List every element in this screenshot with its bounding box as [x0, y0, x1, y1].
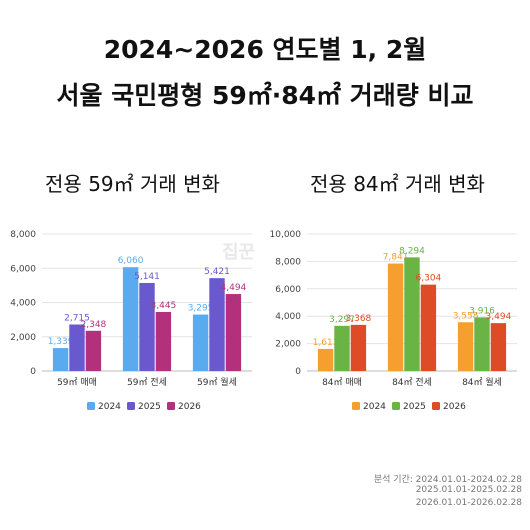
chart59-ytick-label: 4,000	[10, 299, 36, 309]
footnote-period-2024: 분석 기간: 2024.01.01-2024.02.28	[373, 475, 522, 485]
chart84-bar-2025-0	[334, 325, 350, 371]
watermark-logo: 집꾼	[222, 242, 256, 263]
chart84-data-label: 3,494	[486, 312, 512, 322]
chart59-xtick-label: 59㎡ 전세	[127, 377, 167, 388]
chart59-legend-label-2025: 2025	[138, 402, 161, 412]
chart59-bar-2026-0	[85, 330, 102, 371]
page-title-line-2: 서울 국민평형 59㎡·84㎡ 거래량 비교	[56, 81, 474, 110]
page-title-line-1: 2024~2026 연도별 1, 2월	[103, 35, 427, 64]
chart59-data-label: 3,445	[151, 301, 177, 311]
chart84-ytick-label: 10,000	[270, 230, 302, 240]
chart84-ytick-label: 8,000	[275, 257, 301, 267]
chart59-ytick-label: 8,000	[10, 230, 36, 240]
chart59-bar-2025-1	[139, 282, 155, 371]
footnote-period-2025: 2025.01.01-2025.02.28	[415, 485, 522, 495]
chart-title-59: 전용 59㎡ 거래 변화	[45, 172, 220, 196]
chart59-data-label: 3,295	[188, 304, 214, 314]
chart59-data-label: 4,494	[221, 283, 247, 293]
chart84-ytick-label: 4,000	[275, 312, 301, 322]
chart84-bar-2025-1	[404, 257, 420, 371]
chart59-bar-2025-2	[209, 278, 225, 371]
chart84-data-label: 6,304	[416, 274, 442, 284]
chart84-data-label: 8,294	[399, 246, 425, 256]
chart84-legend-swatch-2024	[352, 402, 360, 410]
chart59-legend-swatch-2024	[87, 402, 95, 410]
chart59-ytick-label: 2,000	[10, 333, 36, 343]
chart59-data-label: 1,339	[48, 337, 74, 347]
chart84-xtick-label: 84㎡ 월세	[462, 376, 502, 388]
chart84-bar-2024-2	[457, 322, 474, 371]
chart84-legend-label-2024: 2024	[363, 402, 386, 412]
chart84-data-label: 1,613	[313, 338, 339, 348]
chart84-data-label: 3,558	[453, 311, 479, 321]
bar-chart-84: 0 2,000 4,000 6,000 8,000 10,000 1,613 3,2973,3…	[270, 230, 517, 412]
chart59-ytick-label: 6,000	[10, 264, 36, 274]
chart84-data-label: 3,916	[469, 306, 495, 316]
chart59-data-label: 5,421	[204, 267, 230, 277]
chart59-xtick-label: 59㎡ 매매	[57, 377, 97, 388]
chart84-bar-2025-2	[474, 317, 490, 371]
chart59-data-label: 2,715	[64, 314, 90, 324]
chart-title-84: 전용 84㎡ 거래 변화	[310, 172, 485, 196]
chart59-legend-label-2024: 2024	[98, 402, 121, 412]
chart59-data-label: 2,348	[81, 320, 107, 330]
chart59-legend-swatch-2025	[127, 402, 135, 410]
chart59-xtick-label: 59㎡ 월세	[197, 376, 237, 388]
chart84-legend-label-2025: 2025	[403, 402, 426, 412]
chart84-bar-2024-1	[387, 263, 404, 371]
chart84-xtick-label: 84㎡ 전세	[392, 377, 432, 388]
chart84-bar-2026-0	[350, 324, 367, 371]
chart84-data-label: 3,297	[329, 315, 355, 325]
chart84-bar-2026-2	[490, 323, 507, 371]
chart59-bar-2024-1	[122, 267, 139, 371]
chart59-legend-swatch-2026	[167, 402, 175, 410]
chart84-ytick-label: 2,000	[275, 340, 301, 350]
chart84-ytick-label: 6,000	[275, 285, 301, 295]
chart59-data-label: 5,141	[134, 272, 160, 282]
chart84-legend-swatch-2026	[432, 402, 440, 410]
chart59-bar-2024-2	[192, 314, 209, 371]
chart59-bar-2026-2	[225, 294, 242, 371]
chart84-data-label: 7,841	[383, 253, 409, 263]
chart59-ytick-label: 0	[30, 367, 36, 377]
footnote-period-2026: 2026.01.01-2026.02.28	[415, 498, 522, 508]
chart59-bar-2024-0	[52, 348, 69, 371]
chart84-legend-swatch-2025	[392, 402, 400, 410]
chart84-bar-2026-1	[420, 284, 437, 371]
chart84-ytick-label: 0	[295, 367, 301, 377]
chart59-bar-2025-0	[69, 324, 85, 371]
chart84-data-label: 3,368	[346, 314, 372, 324]
chart59-data-label: 6,060	[118, 256, 144, 266]
chart84-xtick-label: 84㎡ 매매	[322, 377, 362, 388]
chart84-bar-2024-0	[317, 348, 334, 371]
chart84-legend-label-2026: 2026	[443, 402, 466, 412]
chart59-bar-2026-1	[155, 312, 172, 371]
chart59-legend-label-2026: 2026	[178, 402, 201, 412]
